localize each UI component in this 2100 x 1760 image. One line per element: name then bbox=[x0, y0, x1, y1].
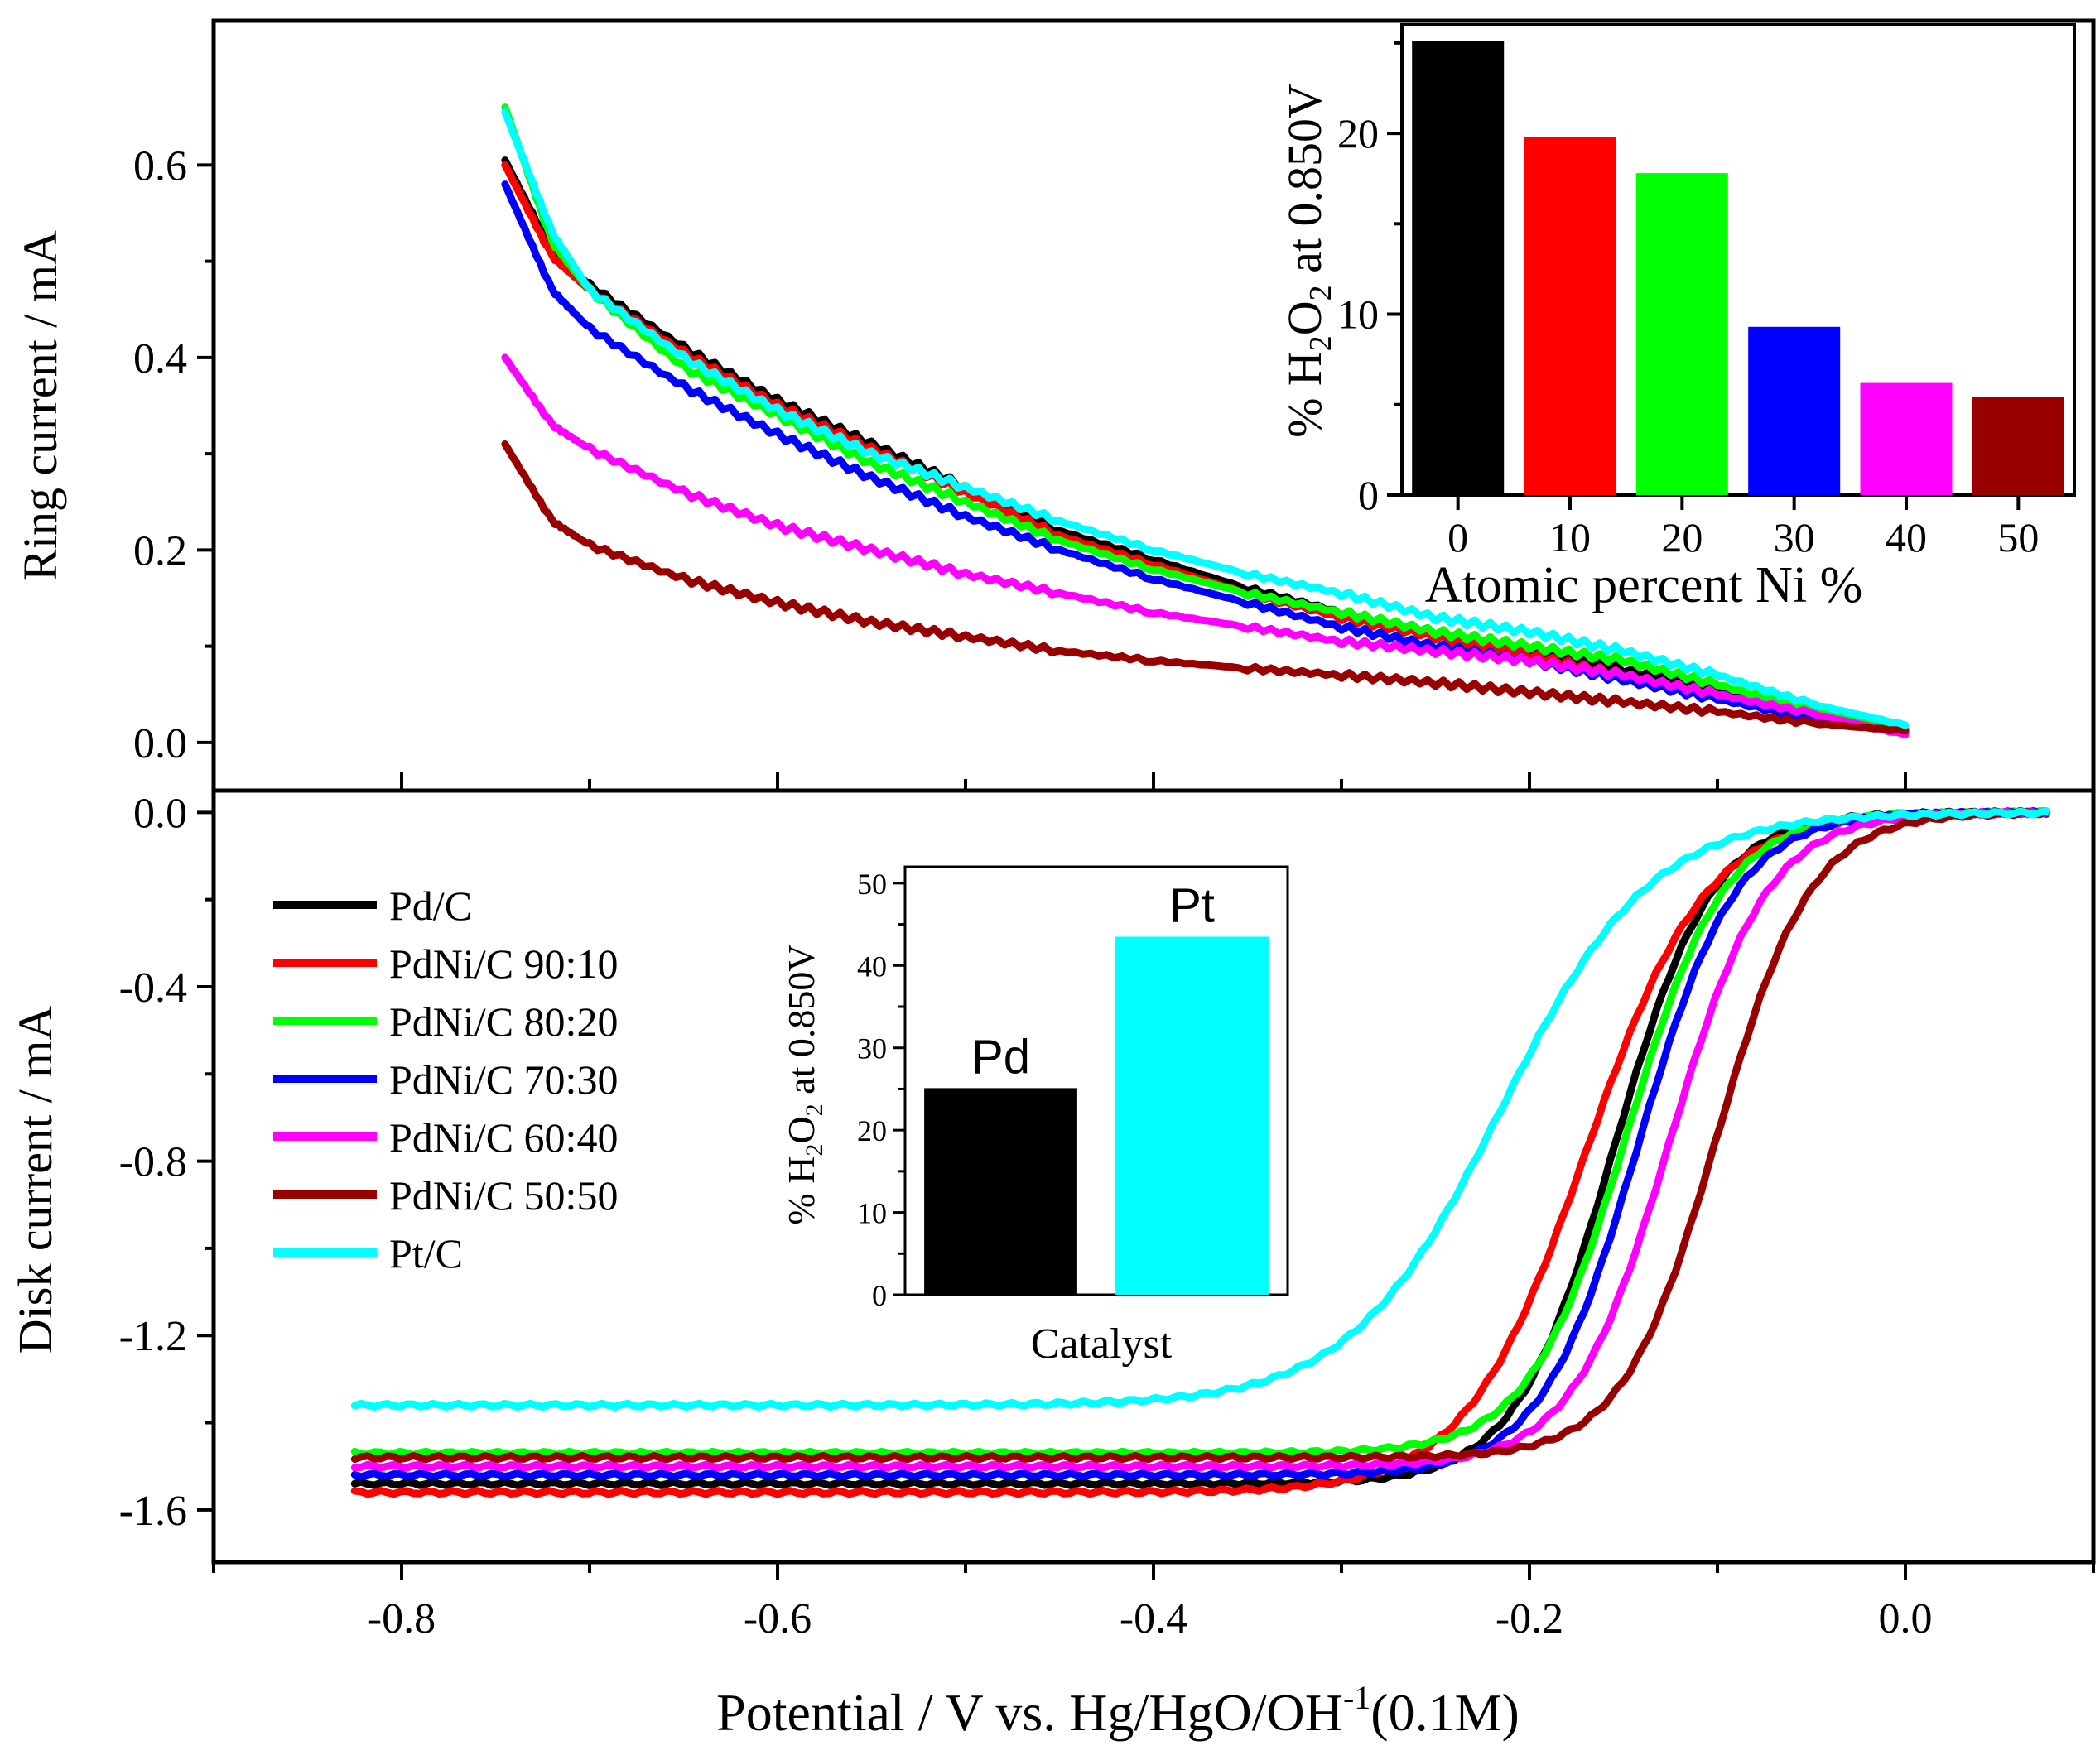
inset-ni-y-tick-label: 10 bbox=[1337, 291, 1379, 338]
legend-label-pdni-c-90-10: PdNi/C 90:10 bbox=[389, 940, 618, 987]
inset-ni-bar-40 bbox=[1860, 382, 1953, 495]
inset-ni-x-tick-label: 40 bbox=[1886, 514, 1927, 560]
ring-y-label: Ring current / mA bbox=[13, 230, 67, 581]
disk-x-tick-label: 0.0 bbox=[1879, 1595, 1933, 1642]
legend-label-pdni-c-70-30: PdNi/C 70:30 bbox=[389, 1056, 618, 1103]
disk-y-tick-label: -1.2 bbox=[119, 1313, 187, 1360]
inset-ni-x-tick-label: 0 bbox=[1447, 514, 1468, 560]
inset-catalyst-chart: Pd Pt 0 10 20 30 40 50 % H2O2 at 0.850V Cataly… bbox=[780, 865, 1289, 1368]
inset-ni-y-label: % H2O2 at 0.850V bbox=[1278, 84, 1338, 438]
x-axis-label: Potential / V vs. Hg/HgO/OH-1(0.1M) bbox=[716, 1679, 1520, 1742]
inset-catalyst-x-label: Catalyst bbox=[1031, 1320, 1173, 1368]
disk-x-tick-label: -0.4 bbox=[1120, 1595, 1187, 1642]
x-axis-label-main: Potential / V vs. Hg/HgO/OH bbox=[716, 1683, 1343, 1742]
ring-series-pdni-c-60-40 bbox=[501, 353, 1910, 739]
disk-y-tick-label: -0.4 bbox=[119, 964, 187, 1012]
inset-ni-x-tick-label: 10 bbox=[1549, 514, 1591, 560]
legend-label-pd-c: Pd/C bbox=[389, 882, 472, 929]
inset-catalyst-y-tick-label: 20 bbox=[857, 1114, 887, 1147]
disk-series-pdni-c-80-20 bbox=[350, 807, 2050, 1459]
x-axis-label-tail: (0.1M) bbox=[1370, 1683, 1520, 1742]
inset-catalyst-y-tick-label: 50 bbox=[857, 868, 887, 901]
ring-series-pdni-c-80-20 bbox=[501, 103, 1910, 737]
inset-catalyst-bars: Pd Pt bbox=[924, 879, 1269, 1295]
disk-panel: 0.0 -0.4 -0.8 -1.2 -1.6 -0.8 -0.6 -0.4 -0.2 0.0 … bbox=[8, 788, 2096, 1642]
disk-y-tick-label: -1.6 bbox=[119, 1488, 187, 1535]
inset-ni-bar-20 bbox=[1635, 173, 1728, 495]
inset-catalyst-y-tick-label: 30 bbox=[857, 1032, 887, 1065]
disk-x-tick-label: -0.2 bbox=[1496, 1595, 1563, 1642]
inset-ni-axes: 0 10 20 0 10 20 30 40 50 bbox=[1337, 41, 2039, 560]
disk-series-group bbox=[350, 806, 2050, 1498]
inset-ni-background bbox=[1402, 25, 2074, 495]
inset-ni-y-tick-label: 20 bbox=[1337, 110, 1379, 156]
inset-ni-x-tick-label: 20 bbox=[1661, 514, 1703, 560]
ring-panel: 0.0 0.2 0.4 0.6 Ring current / mA bbox=[13, 18, 2096, 793]
inset-ni-x-tick-label: 50 bbox=[1997, 514, 2039, 560]
disk-y-tick-label: -0.8 bbox=[119, 1139, 187, 1186]
legend: Pd/C PdNi/C 90:10 PdNi/C 80:20 PdNi/C 70:30… bbox=[273, 882, 618, 1277]
ring-series-pdni-c-70-30 bbox=[501, 180, 1910, 737]
inset-catalyst-axes: 0 10 20 30 40 50 bbox=[857, 868, 905, 1312]
disk-x-tick-label: -0.6 bbox=[744, 1595, 812, 1642]
inset-ni-bar-10 bbox=[1524, 137, 1616, 495]
disk-y-label: Disk current / mA bbox=[8, 1006, 62, 1354]
inset-ni-y-tick-label: 0 bbox=[1358, 472, 1379, 518]
ring-y-axis: 0.0 0.2 0.4 0.6 bbox=[133, 142, 214, 767]
legend-label-pdni-c-80-20: PdNi/C 80:20 bbox=[389, 998, 618, 1045]
ring-series-pt-c bbox=[501, 108, 1910, 729]
inset-ni-x-tick-label: 30 bbox=[1774, 514, 1815, 560]
disk-y-axis: 0.0 -0.4 -0.8 -1.2 -1.6 bbox=[119, 790, 214, 1535]
disk-x-tick-label: -0.8 bbox=[368, 1595, 436, 1642]
inset-catalyst-bar-label-pd: Pd bbox=[971, 1030, 1030, 1084]
ring-x-ticks bbox=[400, 772, 1907, 791]
disk-series-pt-c bbox=[350, 807, 2050, 1411]
inset-catalyst-bar-label-pt: Pt bbox=[1169, 879, 1215, 933]
ring-series-pdni-c-50-50 bbox=[501, 440, 1910, 735]
inset-catalyst-frame bbox=[903, 865, 1289, 1296]
disk-series-pdni-c-60-40 bbox=[350, 807, 2050, 1472]
inset-catalyst-y-label: % H2O2 at 0.850V bbox=[780, 944, 828, 1224]
inset-ni-frame bbox=[1400, 23, 2076, 497]
ring-series-group bbox=[501, 103, 1910, 739]
inset-catalyst-y-tick-label: 40 bbox=[857, 950, 887, 983]
x-axis-label-sup: -1 bbox=[1343, 1679, 1370, 1716]
inset-ni-x-label: Atomic percent Ni % bbox=[1425, 557, 1863, 613]
disk-y-tick-label: 0.0 bbox=[133, 790, 187, 837]
legend-label-pt-c: Pt/C bbox=[389, 1230, 463, 1277]
inset-catalyst-y-tick-label: 0 bbox=[872, 1279, 887, 1312]
disk-series-pdni-c-70-30 bbox=[350, 807, 2050, 1481]
inset-catalyst-bar-pt bbox=[1115, 936, 1269, 1295]
ring-y-tick-label: 0.4 bbox=[133, 335, 187, 382]
legend-label-pdni-c-60-40: PdNi/C 60:40 bbox=[389, 1114, 618, 1161]
inset-catalyst-y-tick-label: 10 bbox=[857, 1197, 887, 1230]
legend-label-pdni-c-50-50: PdNi/C 50:50 bbox=[389, 1172, 618, 1219]
ring-y-tick-label: 0.6 bbox=[133, 142, 187, 190]
disk-series-pdni-c-50-50 bbox=[350, 807, 2050, 1464]
ring-y-tick-label: 0.0 bbox=[133, 720, 187, 767]
inset-ni-bar-30 bbox=[1748, 326, 1841, 495]
inset-ni-chart: 0 10 20 0 10 20 30 40 50 % H2O2 at 0.850V Atomic… bbox=[1278, 23, 2076, 613]
inset-ni-bars bbox=[1412, 41, 2064, 495]
disk-x-axis: -0.8 -0.6 -0.4 -0.2 0.0 bbox=[212, 1562, 2095, 1642]
ring-y-tick-label: 0.2 bbox=[133, 527, 187, 575]
inset-ni-bar-0 bbox=[1412, 41, 1505, 495]
inset-catalyst-bar-pd bbox=[924, 1088, 1077, 1295]
inset-ni-bar-50 bbox=[1972, 397, 2064, 495]
